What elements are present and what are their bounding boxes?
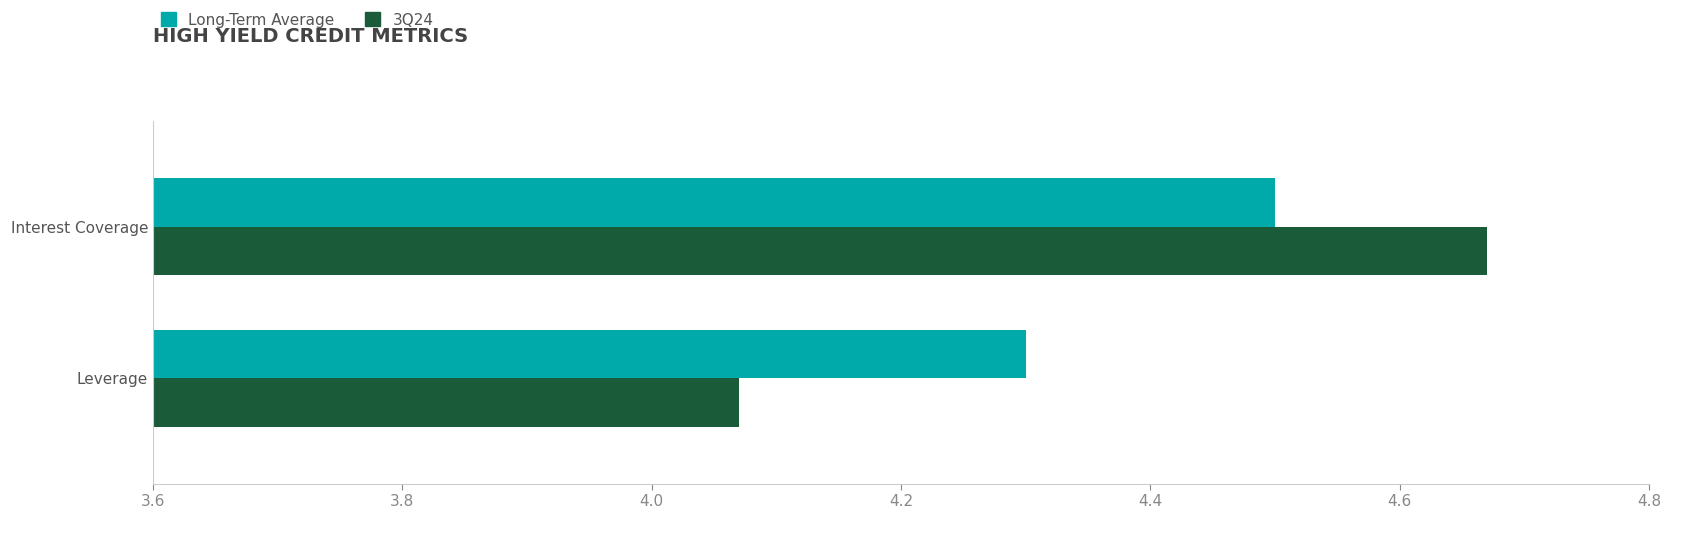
Bar bbox=[153, 330, 1025, 378]
Text: HIGH YIELD CREDIT METRICS: HIGH YIELD CREDIT METRICS bbox=[153, 28, 468, 47]
Bar bbox=[153, 178, 1275, 227]
Bar bbox=[153, 378, 740, 427]
Legend: Long-Term Average, 3Q24: Long-Term Average, 3Q24 bbox=[160, 13, 434, 28]
Bar bbox=[153, 227, 1488, 275]
